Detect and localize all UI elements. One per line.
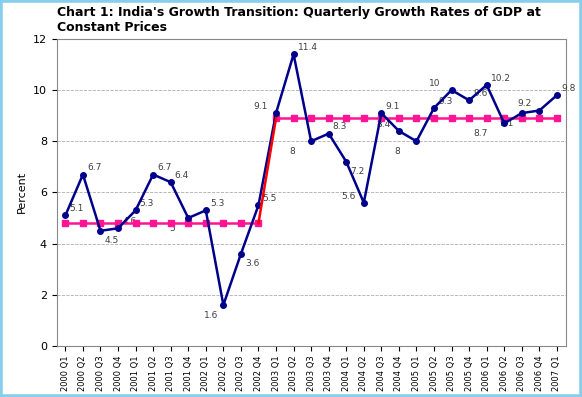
Text: 5.3: 5.3 <box>210 199 224 208</box>
Text: 8: 8 <box>289 147 294 156</box>
Text: 11.4: 11.4 <box>298 43 318 52</box>
Text: 6.4: 6.4 <box>175 171 189 180</box>
Text: 7.2: 7.2 <box>350 167 365 176</box>
Text: 9.1: 9.1 <box>254 102 268 111</box>
Text: 6.7: 6.7 <box>157 163 172 172</box>
Text: 5.1: 5.1 <box>69 204 84 213</box>
Text: 8: 8 <box>394 147 400 156</box>
Text: 4.6: 4.6 <box>122 217 136 226</box>
Text: 9.8: 9.8 <box>561 84 576 93</box>
Text: 9.1: 9.1 <box>385 102 400 111</box>
Text: 6.7: 6.7 <box>87 163 101 172</box>
Text: 1.6: 1.6 <box>204 310 218 320</box>
Text: 9.2: 9.2 <box>517 99 531 108</box>
Text: Chart 1: India's Growth Transition: Quarterly Growth Rates of GDP at
Constant Pr: Chart 1: India's Growth Transition: Quar… <box>56 6 541 34</box>
Text: 4.5: 4.5 <box>105 236 119 245</box>
Y-axis label: Percent: Percent <box>17 172 27 214</box>
Text: 5.3: 5.3 <box>140 199 154 208</box>
Text: 9.1: 9.1 <box>499 119 514 127</box>
Text: 5: 5 <box>169 224 175 233</box>
Text: 9.6: 9.6 <box>473 89 488 98</box>
Text: 10.2: 10.2 <box>491 74 511 83</box>
Text: 8.4: 8.4 <box>377 120 391 129</box>
Text: 5.6: 5.6 <box>342 191 356 200</box>
Text: 9.3: 9.3 <box>438 97 453 106</box>
Text: 8.3: 8.3 <box>333 122 347 131</box>
Text: 3.6: 3.6 <box>245 259 260 268</box>
Text: 10: 10 <box>430 79 441 88</box>
Text: 5.5: 5.5 <box>262 194 277 203</box>
Text: 8.7: 8.7 <box>474 129 488 138</box>
